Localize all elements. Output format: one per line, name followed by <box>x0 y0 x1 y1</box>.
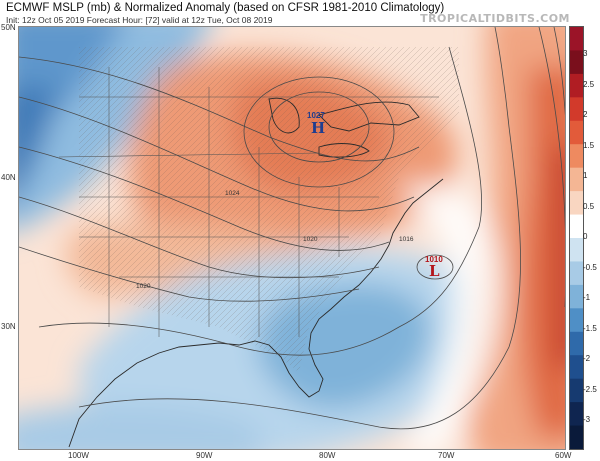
lat-label-40n: 40N <box>1 173 16 182</box>
colorbar-tick-label: 0 <box>583 232 588 241</box>
map-title: ECMWF MSLP (mb) & Normalized Anomaly (ba… <box>6 2 445 14</box>
colorbar-swatch <box>570 27 583 52</box>
colorbar-swatch <box>570 97 583 122</box>
isobar-label: 1016 <box>399 236 414 243</box>
lat-label-50n: 50N <box>1 23 16 32</box>
colorbar-tick-label: -2 <box>583 354 591 363</box>
colorbar-tick-label: 3 <box>583 49 588 58</box>
colorbar-tick-label: 1.5 <box>583 140 595 150</box>
colorbar-swatch <box>570 144 583 169</box>
colorbar-swatch <box>570 73 583 98</box>
colorbar-tick-label: 2.5 <box>583 79 595 89</box>
colorbar-tick-label: -3 <box>583 415 591 424</box>
low-pressure-marker: L <box>429 262 440 280</box>
state-borders <box>58 67 439 337</box>
map-canvas <box>19 27 565 449</box>
colorbar-swatch <box>570 50 583 75</box>
isobar-label: 1020 <box>303 236 318 243</box>
colorbar-swatch <box>570 238 583 263</box>
colorbar-tick-label: -2.5 <box>583 384 597 394</box>
lat-label-30n: 30N <box>1 322 16 331</box>
isobars <box>19 27 565 430</box>
map-subtitle: Init: 12z Oct 05 2019 Forecast Hour: [72… <box>6 15 273 25</box>
land-stipple <box>79 47 459 372</box>
colorbar-swatch <box>570 214 583 239</box>
lon-label-100w: 100W <box>68 451 89 460</box>
anomaly-colorbar <box>569 26 584 450</box>
high-pressure-value: 1027 <box>307 111 325 120</box>
colorbar-tick-label: 2 <box>583 110 588 119</box>
lon-label-60w: 60W <box>555 451 572 460</box>
colorbar-tick-label: -0.5 <box>583 262 597 272</box>
colorbar-swatches <box>570 27 583 449</box>
colorbar-swatch <box>570 331 583 356</box>
colorbar-tick-label: -1 <box>583 293 591 302</box>
colorbar-swatch <box>570 425 583 449</box>
lon-label-90w: 90W <box>196 451 213 460</box>
colorbar-swatch <box>570 284 583 309</box>
colorbar-swatch <box>570 355 583 380</box>
colorbar-swatch <box>570 378 583 403</box>
colorbar-swatch <box>570 120 583 145</box>
isobar-label: 1024 <box>225 190 240 197</box>
lon-label-70w: 70W <box>438 451 455 460</box>
colorbar-swatch <box>570 308 583 333</box>
isobar-label: 1020 <box>136 283 151 290</box>
colorbar-swatch <box>570 402 583 427</box>
anomaly-map: 1024 1020 1016 1020 1027 H 1010 L <box>18 26 566 450</box>
high-pressure-marker: H <box>311 119 326 137</box>
brand-watermark: TROPICALTIDBITS.COM <box>420 12 570 25</box>
colorbar-swatch <box>570 261 583 286</box>
colorbar-swatch <box>570 167 583 192</box>
lon-label-80w: 80W <box>319 451 336 460</box>
colorbar-tick-label: 1 <box>583 171 588 180</box>
colorbar-swatch <box>570 191 583 216</box>
low-pressure-value: 1010 <box>425 255 443 264</box>
colorbar-tick-label: 0.5 <box>583 201 595 211</box>
colorbar-tick-label: -1.5 <box>583 323 597 333</box>
coastlines <box>68 97 444 448</box>
